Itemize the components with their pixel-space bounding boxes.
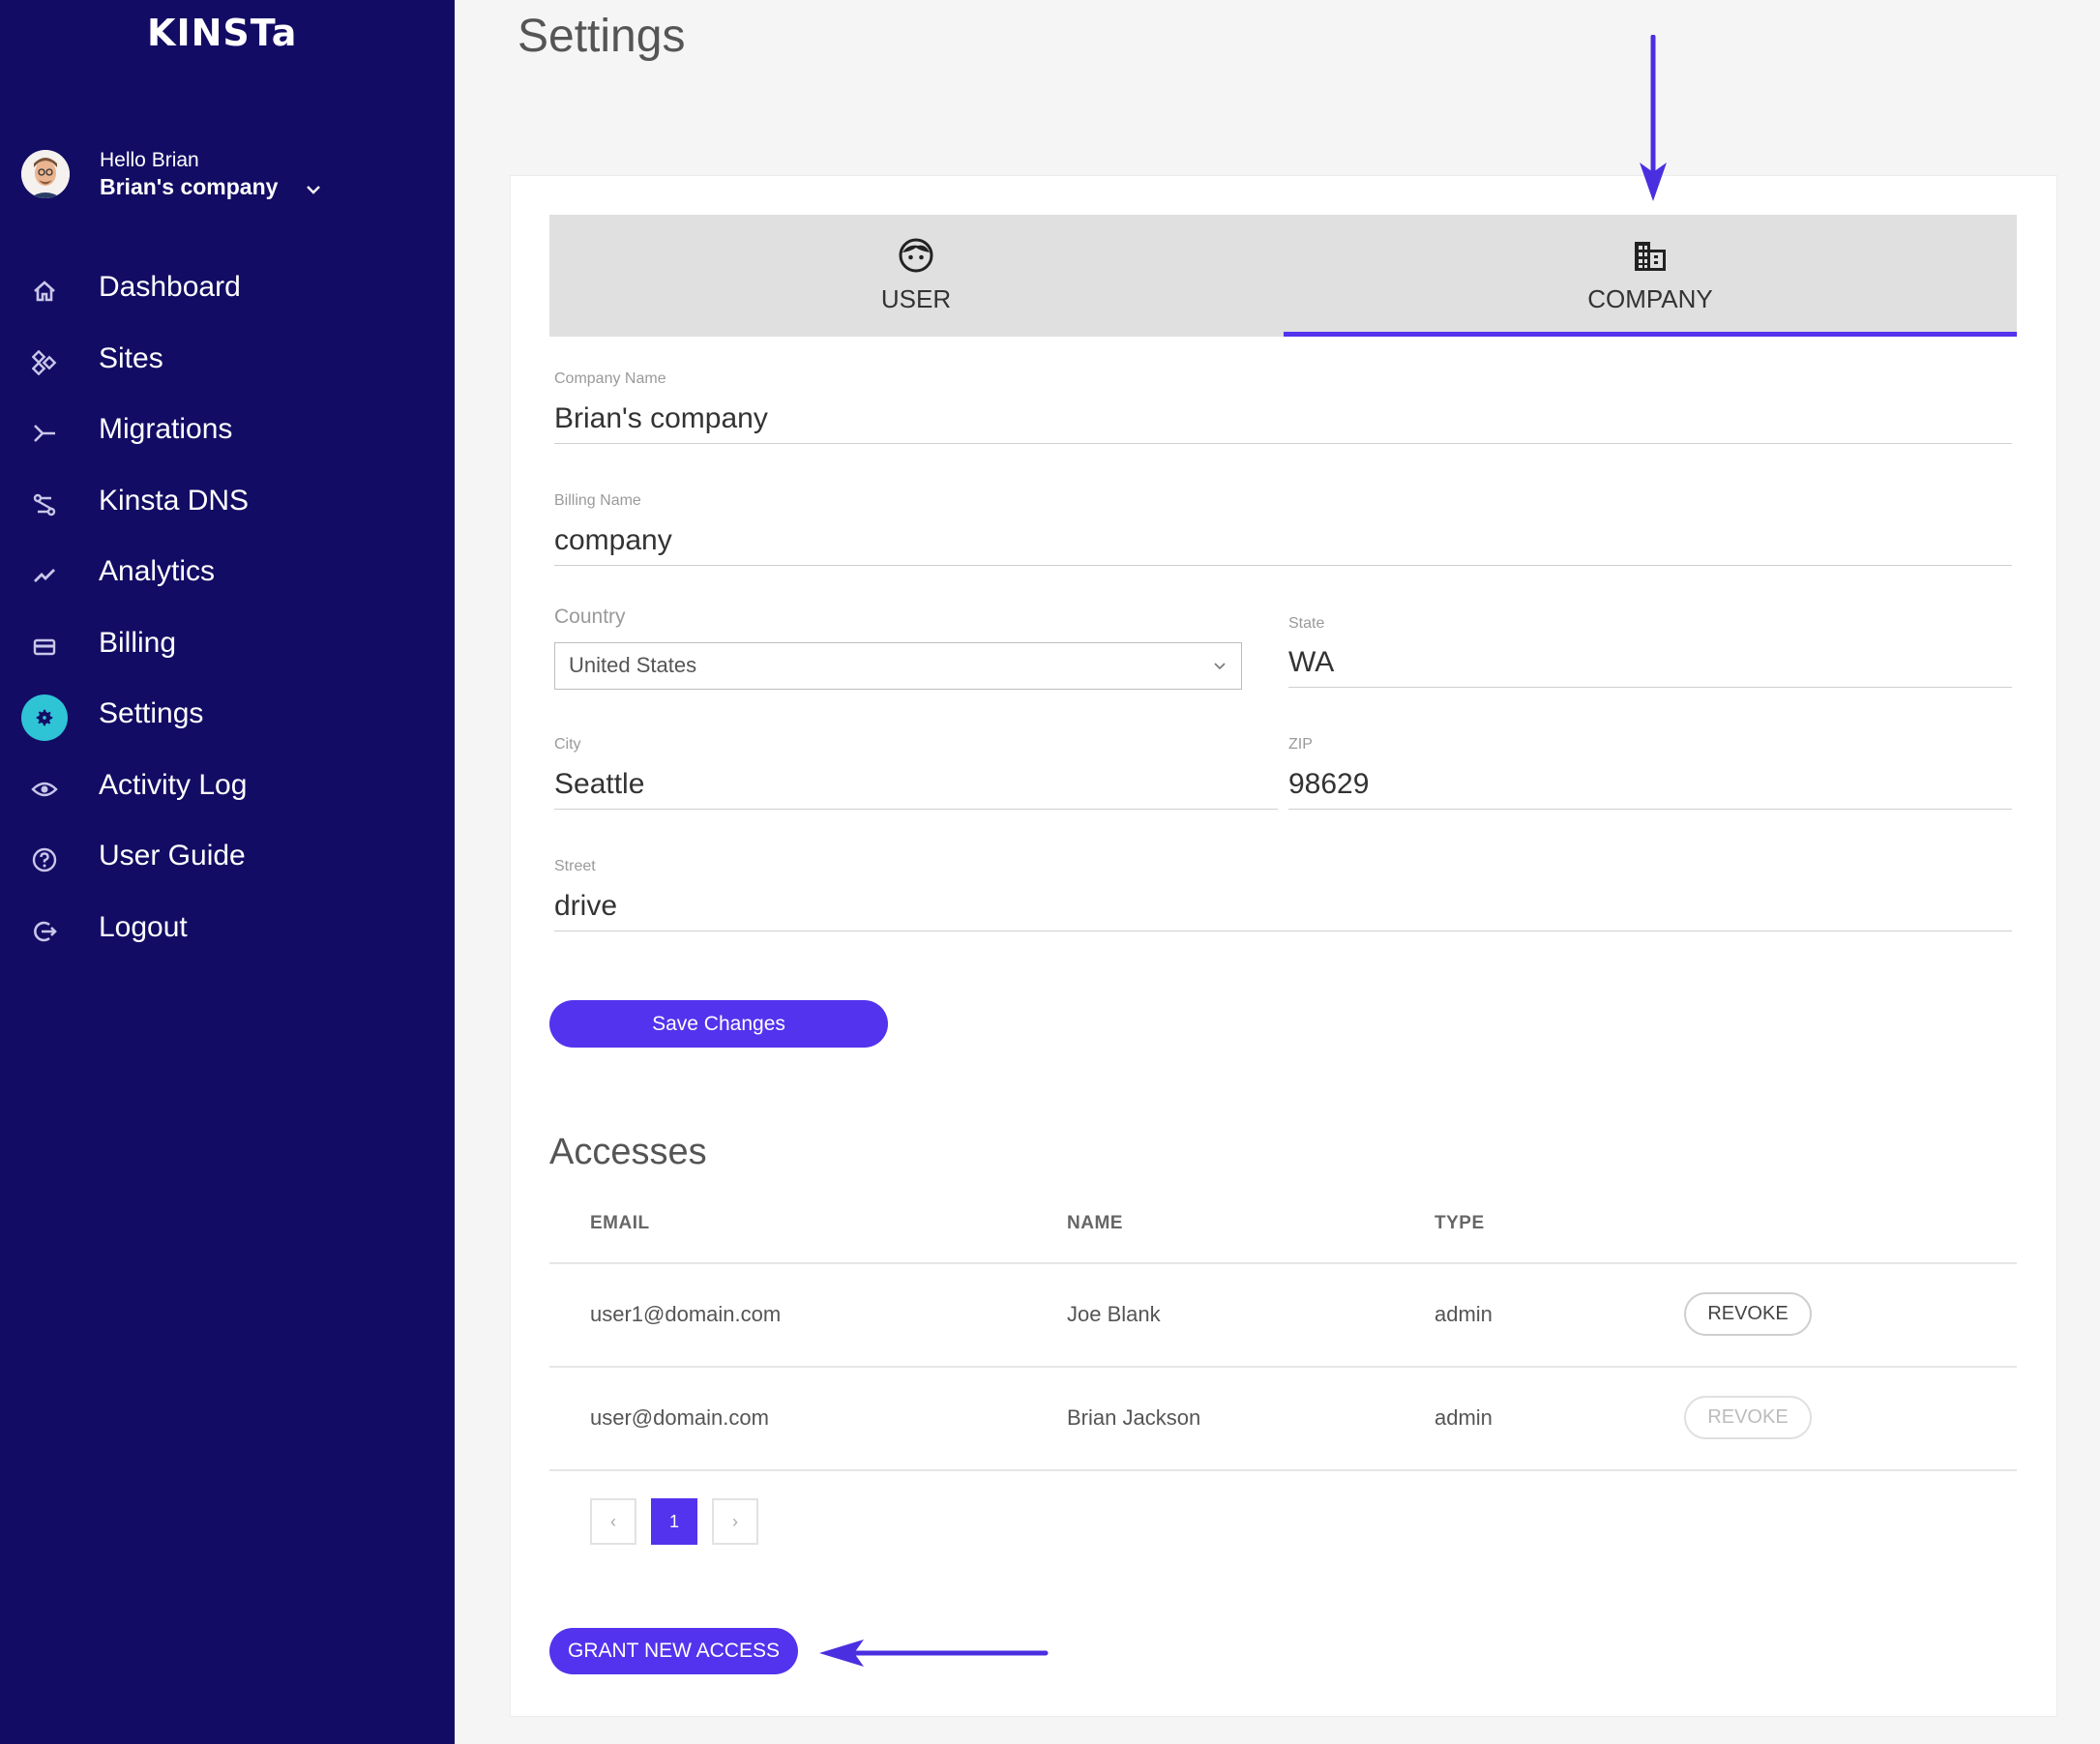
company-name-label: Company Name [554,370,666,387]
zip-field[interactable]: 98629 [1288,768,2012,810]
sidebar-item-user-guide[interactable]: User Guide [0,825,455,897]
kinsta-logo[interactable]: KINSTa [147,12,298,54]
row-type: admin [1435,1302,1493,1326]
dns-icon [21,482,68,528]
sites-icon [21,340,68,386]
arrow-left-icon [819,1640,1049,1667]
column-header-email: EMAIL [590,1213,650,1233]
row-name: Brian Jackson [1067,1405,1201,1430]
current-company: Brian's company [100,174,279,199]
billing-name-field[interactable]: company [554,524,2012,566]
country-select[interactable]: United States [554,642,1242,690]
logout-icon [21,908,68,955]
billing-name-label: Billing Name [554,492,641,509]
tab-user[interactable]: USER [549,215,1283,337]
street-field[interactable]: drive [554,890,2012,931]
state-field[interactable]: WA [1288,646,2012,688]
sidebar-item-kinsta-dns[interactable]: Kinsta DNS [0,470,455,542]
help-icon [21,837,68,883]
sidebar-item-migrations[interactable]: Migrations [0,399,455,470]
sidebar-item-billing[interactable]: Billing [0,612,455,684]
row-email: user@domain.com [590,1405,769,1430]
zip-label: ZIP [1288,736,1313,753]
company-name-field[interactable]: Brian's company [554,402,2012,444]
avatar [21,150,70,198]
account-switcher[interactable]: Hello Brian Brian's company [21,145,428,203]
face-icon [899,238,933,273]
eye-icon [21,766,68,813]
settings-card [510,175,2057,1717]
sidebar-item-analytics[interactable]: Analytics [0,541,455,612]
tab-company[interactable]: COMPANY [1284,215,2017,337]
table-divider [549,1366,2017,1368]
sidebar-item-logout[interactable]: Logout [0,897,455,968]
row-email: user1@domain.com [590,1302,782,1326]
sidebar: KINSTa Hello Brian Brian's company Dashb… [0,0,455,1744]
save-changes-button[interactable]: Save Changes [549,1000,888,1048]
billing-icon [21,624,68,670]
table-divider [549,1262,2017,1264]
column-header-name: NAME [1067,1213,1123,1233]
sidebar-item-sites[interactable]: Sites [0,328,455,399]
greeting: Hello Brian [100,149,199,171]
sidebar-item-activity-log[interactable]: Activity Log [0,754,455,826]
gear-icon [21,695,68,741]
city-field[interactable]: Seattle [554,768,1278,810]
row-name: Joe Blank [1067,1302,1161,1326]
sidebar-item-dashboard[interactable]: Dashboard [0,256,455,328]
revoke-button-disabled: REVOKE [1684,1396,1812,1439]
arrow-down-icon [1640,35,1667,201]
state-label: State [1288,615,1325,632]
page-title: Settings [518,11,686,62]
pagination-page-1[interactable]: 1 [651,1498,697,1545]
sidebar-item-settings[interactable]: Settings [0,683,455,754]
home-icon [21,268,68,314]
settings-tabs: USER COMPANY [549,215,2017,337]
pagination-next-button[interactable]: › [712,1498,758,1545]
column-header-type: TYPE [1435,1213,1485,1233]
analytics-icon [21,552,68,599]
country-select-value: United States [569,653,697,677]
city-label: City [554,736,581,753]
migrations-icon [21,410,68,457]
accesses-title: Accesses [549,1132,707,1172]
table-divider [549,1469,2017,1471]
building-icon [1635,242,1666,271]
row-type: admin [1435,1405,1493,1430]
country-label: Country [554,606,626,628]
revoke-button[interactable]: REVOKE [1684,1292,1812,1336]
pagination-prev-button[interactable]: ‹ [590,1498,636,1545]
chevron-down-icon [1214,663,1226,670]
main-nav: Dashboard Sites Migrations Kinsta DNS An… [0,256,455,967]
grant-new-access-button[interactable]: GRANT NEW ACCESS [549,1628,798,1674]
street-label: Street [554,858,596,874]
chevron-down-icon [307,186,320,194]
